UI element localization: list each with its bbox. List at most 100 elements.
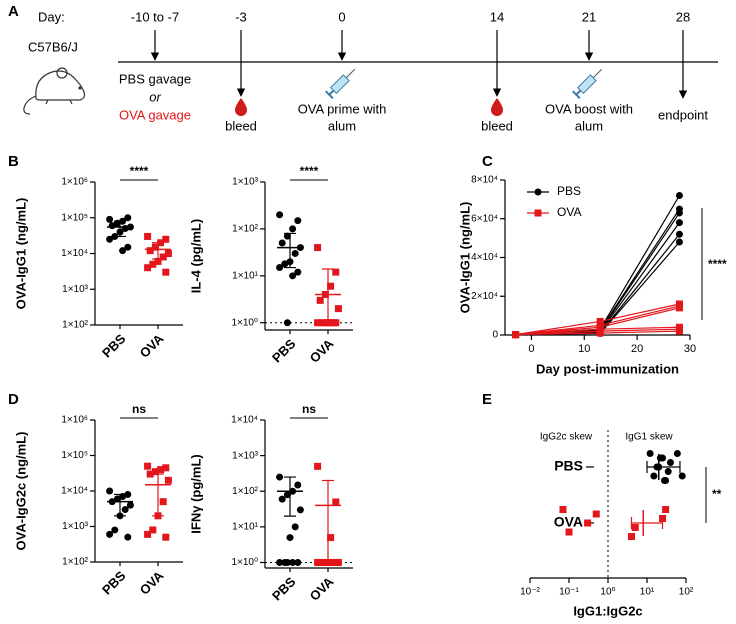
error-bar bbox=[284, 232, 296, 269]
point bbox=[289, 558, 297, 566]
error-bar bbox=[322, 268, 334, 324]
point bbox=[314, 319, 322, 327]
point bbox=[675, 219, 683, 227]
significance: ** bbox=[712, 487, 722, 501]
point bbox=[675, 192, 683, 199]
point bbox=[332, 498, 340, 506]
day: 28 bbox=[676, 9, 690, 24]
syringe-icon bbox=[572, 68, 603, 99]
point bbox=[149, 260, 157, 268]
point bbox=[584, 519, 592, 527]
point bbox=[124, 243, 132, 251]
y-tick-label: 1×10⁵ bbox=[61, 212, 88, 223]
point bbox=[151, 243, 159, 251]
panel-label: D bbox=[8, 391, 19, 408]
point bbox=[162, 235, 170, 243]
point bbox=[159, 498, 167, 506]
significance: **** bbox=[130, 164, 149, 178]
x-tick-label: PBS bbox=[99, 331, 129, 361]
point bbox=[121, 506, 129, 514]
point bbox=[283, 319, 291, 327]
x-tick-label: PBS bbox=[269, 336, 299, 366]
x-tick-label: 10 bbox=[578, 343, 590, 355]
legend-marker bbox=[534, 188, 542, 196]
point bbox=[157, 466, 165, 474]
annotation: IgG2c skew bbox=[540, 432, 593, 443]
point bbox=[332, 558, 340, 566]
y-tick-label: 1×10² bbox=[232, 486, 259, 497]
point bbox=[656, 454, 664, 462]
day: -10 to -7 bbox=[131, 9, 179, 24]
point bbox=[144, 462, 152, 470]
y-tick-label: 1×10³ bbox=[62, 521, 89, 532]
point bbox=[162, 533, 170, 541]
point bbox=[559, 506, 567, 513]
y-tick-label: 1×10² bbox=[232, 224, 259, 235]
point bbox=[159, 253, 167, 261]
point bbox=[678, 472, 686, 480]
point bbox=[565, 528, 573, 536]
point bbox=[660, 477, 668, 484]
error-bar bbox=[284, 476, 296, 517]
point bbox=[162, 268, 170, 276]
error-bar bbox=[114, 220, 126, 238]
y-tick-label: 1×10⁵ bbox=[61, 450, 88, 461]
point bbox=[106, 235, 114, 243]
y-tick-label: 1×10⁶ bbox=[61, 177, 88, 188]
y-tick-label: 1×10³ bbox=[62, 284, 89, 295]
point bbox=[146, 470, 154, 478]
y-tick-label: OVA bbox=[554, 514, 583, 530]
y-tick-label: 1×10² bbox=[62, 320, 89, 331]
point bbox=[164, 476, 172, 484]
day: -3 bbox=[235, 9, 247, 24]
x-tick-label: 10⁻¹ bbox=[559, 587, 579, 598]
x-tick-label: 10⁰ bbox=[600, 587, 615, 598]
point bbox=[276, 558, 284, 566]
point bbox=[126, 501, 134, 509]
point bbox=[276, 473, 284, 481]
y-axis-label: IFNγ (pg/mL) bbox=[188, 454, 203, 533]
point bbox=[113, 495, 121, 503]
point bbox=[144, 264, 152, 272]
point bbox=[646, 450, 654, 457]
panel-label: E bbox=[482, 391, 492, 408]
point bbox=[151, 468, 159, 476]
point bbox=[164, 250, 172, 257]
point bbox=[332, 319, 340, 327]
y-tick-label: 1×10⁰ bbox=[231, 317, 258, 328]
day: 21 bbox=[582, 9, 596, 24]
y-tick-label: 4×10⁴ bbox=[471, 252, 498, 263]
point bbox=[650, 472, 658, 480]
error-bar bbox=[114, 493, 126, 517]
event-text: bleed bbox=[225, 118, 257, 133]
mouse-icon bbox=[23, 67, 86, 115]
point bbox=[662, 506, 670, 513]
point bbox=[124, 533, 132, 541]
day: 0 bbox=[338, 9, 345, 24]
point bbox=[673, 450, 681, 457]
error-bar bbox=[630, 517, 664, 529]
line bbox=[515, 212, 680, 336]
y-tick-label: 1×10⁴ bbox=[231, 415, 258, 426]
y-axis-label: OVA-IgG1 (ng/mL) bbox=[13, 198, 28, 310]
point bbox=[314, 558, 322, 566]
point bbox=[149, 526, 157, 534]
point bbox=[666, 459, 674, 466]
point bbox=[144, 530, 152, 538]
syringe-icon bbox=[325, 68, 356, 99]
point bbox=[314, 462, 322, 470]
point bbox=[278, 495, 286, 503]
annotation: IgG1 skew bbox=[625, 432, 673, 443]
panel-label: B bbox=[8, 153, 19, 170]
legend-marker bbox=[534, 209, 542, 217]
event-text: or bbox=[149, 89, 161, 104]
point bbox=[294, 217, 302, 225]
point bbox=[512, 331, 520, 339]
event-text: bleed bbox=[481, 118, 513, 133]
x-tick-label: 0 bbox=[528, 343, 534, 355]
error-bar bbox=[152, 473, 164, 517]
y-tick-label: 8×10⁴ bbox=[471, 175, 498, 186]
point bbox=[316, 296, 324, 304]
significance: **** bbox=[300, 164, 319, 178]
point bbox=[296, 506, 304, 514]
